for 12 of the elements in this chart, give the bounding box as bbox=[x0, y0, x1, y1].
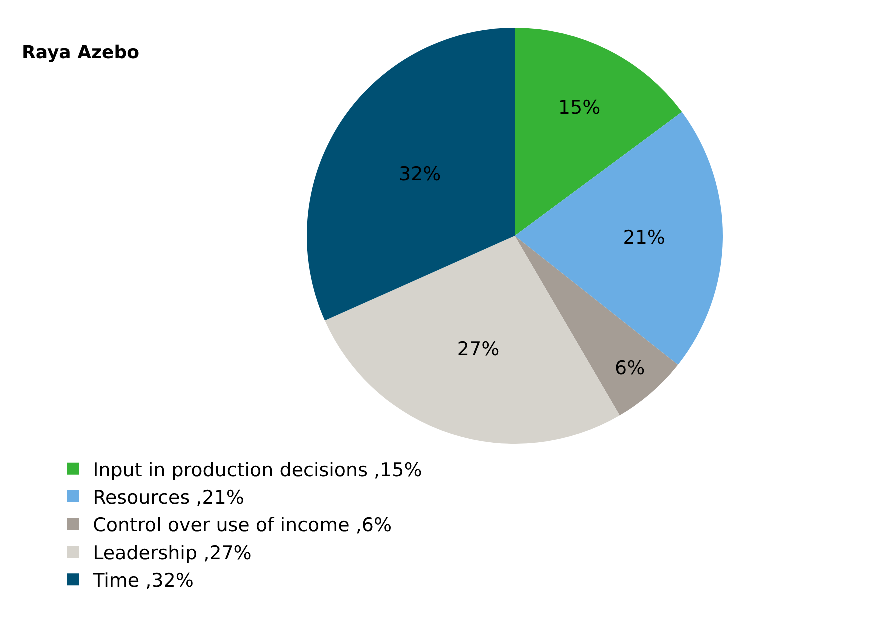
pie-slice bbox=[307, 28, 515, 321]
legend-label: Leadership ,27% bbox=[93, 542, 252, 564]
data-label: 6% bbox=[615, 357, 646, 380]
text: Raya Azebo bbox=[22, 42, 140, 64]
data-label: 21% bbox=[623, 227, 666, 250]
data-label: 27% bbox=[457, 338, 500, 361]
data-label: 32% bbox=[398, 163, 442, 186]
legend-label: Resources ,21% bbox=[93, 486, 244, 509]
legend-label: Time ,32% bbox=[92, 570, 194, 592]
data-label: 15% bbox=[558, 96, 601, 119]
legend-label: Control over use of income ,6% bbox=[93, 514, 392, 537]
legend-label: Input in production decisions ,15% bbox=[93, 459, 422, 482]
